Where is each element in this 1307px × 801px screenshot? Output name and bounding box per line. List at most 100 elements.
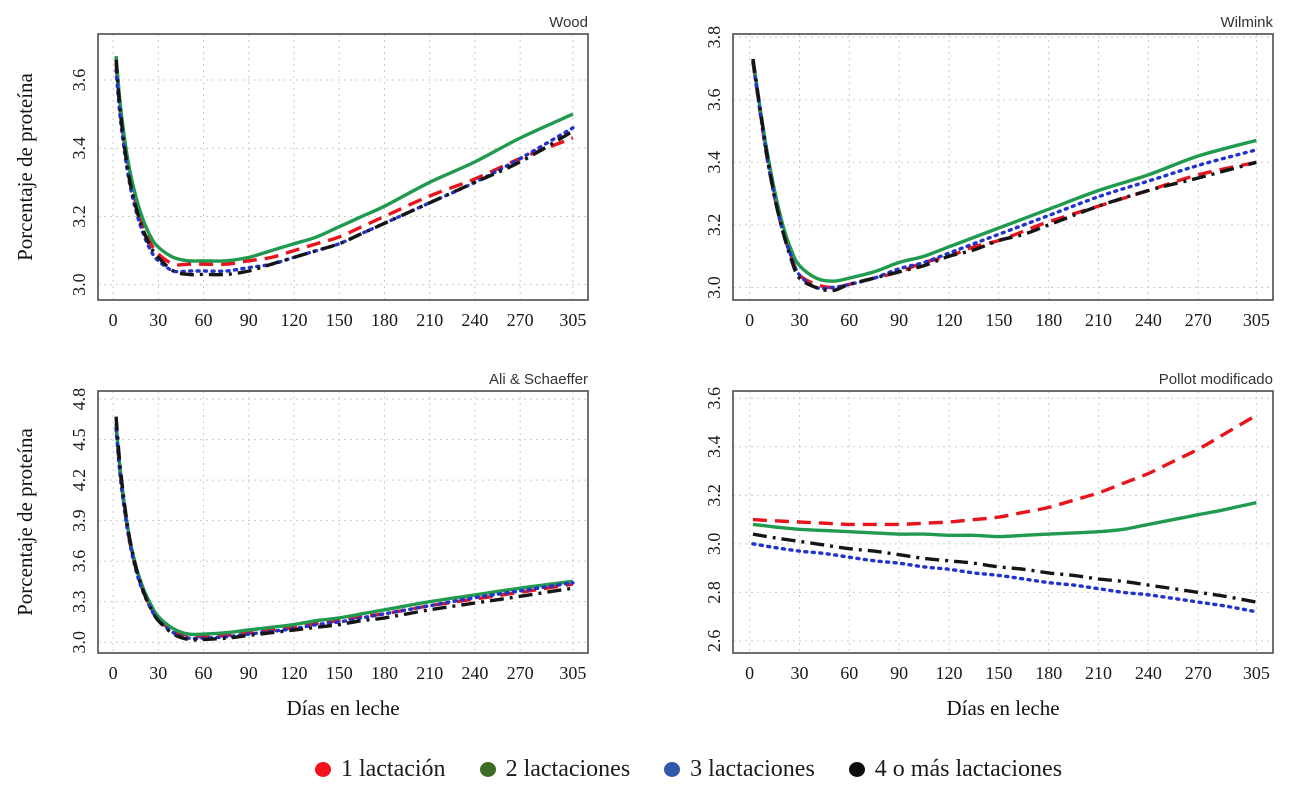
series-dashed-line [114,62,574,267]
panel-pollot-modificado: Pollot modificado 0 30 60 90 120 150 180 210 240 2… [653,345,1307,738]
x-tick-label: 30 [790,310,808,330]
series-dotted-line [114,427,575,641]
series-dashdot-line [751,58,1257,293]
x-tick-label: 270 [1185,310,1212,330]
x-tick-label: 180 [371,310,398,330]
x-tick-label: 240 [461,663,488,683]
x-tick-label: 270 [507,663,534,683]
series-dashdot-line [752,532,1257,604]
y-tick-label: 3.0 [704,276,724,299]
x-tick-label: 210 [416,663,443,683]
y-tick-label: 4.2 [69,469,89,492]
panel-title: Wilmink [1221,14,1274,31]
legend-label: 1 lactación [340,756,446,782]
panel-wood: Wood 0 30 60 90 120 150 180 210 240 270 305 3.0 3.2 3.… [0,0,653,345]
legend-label: 3 lactaciones [690,756,815,782]
x-tick-label: 120 [281,310,308,330]
plot-border [97,33,589,301]
panel-title: Ali & Schaeffer [489,371,588,388]
series-dotted-line [751,60,1259,291]
x-tick-label: 30 [149,310,167,330]
y-tick-label: 3.0 [69,273,89,296]
x-tick-label: 0 [109,663,118,683]
x-tick-label: 0 [109,310,118,330]
y-tick-label: 3.6 [69,550,89,573]
x-tick-label: 305 [559,310,586,330]
y-tick-label: 3.4 [704,436,724,459]
chart-ali-schaeffer: Ali & Schaeffer 0 30 60 90 120 150 180 210 240 270… [13,371,589,720]
plot-border [732,33,1274,301]
x-tick-label: 60 [840,310,858,330]
series-dashdot-line [114,416,574,642]
legend-dot-2-lactaciones-icon [479,762,496,777]
chart-grid: Wood 0 30 60 90 120 150 180 210 240 270 305 3.0 3.2 3.… [0,0,1307,738]
x-tick-label: 150 [985,310,1012,330]
chart-pollot-modificado: Pollot modificado 0 30 60 90 120 150 180 210 240 2… [704,371,1274,720]
series-dashdot-line [114,59,574,277]
legend-dot-1-lactacion-icon [314,762,331,777]
panel-title: Wood [549,14,588,31]
legend-item-2-lactaciones: 2 lactaciones [479,756,631,783]
panel-wilmink: Wilmink 0 30 60 90 120 150 180 210 240 270 305 3.0 3.… [653,0,1307,345]
y-tick-label: 4.5 [69,428,89,451]
x-tick-label: 180 [1035,663,1062,683]
legend-item-3-lactaciones: 3 lactaciones [664,756,815,783]
x-axis-title: Días en leche [946,696,1059,720]
x-tick-label: 30 [790,663,808,683]
chart-wilmink: Wilmink 0 30 60 90 120 150 180 210 240 270 305 3.0 3.… [704,14,1274,330]
legend-item-1-lactacion: 1 lactación [314,756,446,783]
y-tick-label: 3.4 [704,151,724,174]
x-tick-label: 90 [890,663,908,683]
panel-ali-schaeffer: Ali & Schaeffer 0 30 60 90 120 150 180 210 240 270… [0,345,653,738]
legend-label: 4 o más lactaciones [874,756,1063,782]
y-tick-label: 3.6 [704,88,724,111]
x-tick-label: 180 [1035,310,1062,330]
series-dotted-line [114,68,575,274]
x-tick-label: 60 [195,663,213,683]
legend-item-4-o-mas-lactaciones: 4 o más lactaciones [848,756,1063,783]
y-tick-label: 3.2 [704,214,724,237]
chart-wood: Wood 0 30 60 90 120 150 180 210 240 270 305 3.0 3.2 3.… [13,14,589,330]
legend: 1 lactación 2 lactaciones 3 lactaciones … [0,738,1307,801]
legend-label: 2 lactaciones [505,756,631,782]
x-tick-label: 120 [281,663,308,683]
x-tick-label: 240 [1135,663,1162,683]
y-tick-label: 3.0 [69,631,89,654]
x-tick-label: 60 [840,663,858,683]
plot-border [97,390,589,654]
series-solid-line [752,500,1257,539]
x-tick-label: 0 [745,310,754,330]
x-tick-label: 305 [1243,310,1270,330]
x-tick-label: 90 [240,663,258,683]
y-tick-label: 3.2 [704,484,724,507]
panel-title: Pollot modificado [1159,371,1273,388]
series-dashed-line [752,413,1258,527]
y-tick-label: 3.4 [69,137,89,160]
x-tick-label: 150 [326,310,353,330]
series-dashed-line [751,61,1257,290]
x-tick-label: 305 [559,663,586,683]
y-tick-label: 3.6 [69,69,89,92]
x-axis-title: Días en leche [286,696,399,720]
x-tick-label: 120 [936,663,963,683]
y-tick-label: 3.6 [704,387,724,410]
series-dotted-line [751,542,1259,614]
y-tick-label: 3.0 [704,533,724,556]
x-tick-label: 240 [461,310,488,330]
series-solid-line [114,423,574,637]
legend-dot-3-lactaciones-icon [664,762,681,777]
x-tick-label: 210 [1085,663,1112,683]
y-tick-label: 3.9 [69,509,89,532]
y-tick-label: 3.2 [69,205,89,228]
x-tick-label: 150 [326,663,353,683]
x-tick-label: 210 [416,310,443,330]
y-tick-label: 3.3 [69,590,89,613]
y-axis-title: Porcentaje de proteína [13,427,37,615]
x-tick-label: 60 [195,310,213,330]
x-tick-label: 90 [240,310,258,330]
x-tick-label: 305 [1243,663,1270,683]
y-tick-label: 3.8 [704,26,724,49]
series-dashed-line [114,425,574,639]
x-tick-label: 180 [371,663,398,683]
